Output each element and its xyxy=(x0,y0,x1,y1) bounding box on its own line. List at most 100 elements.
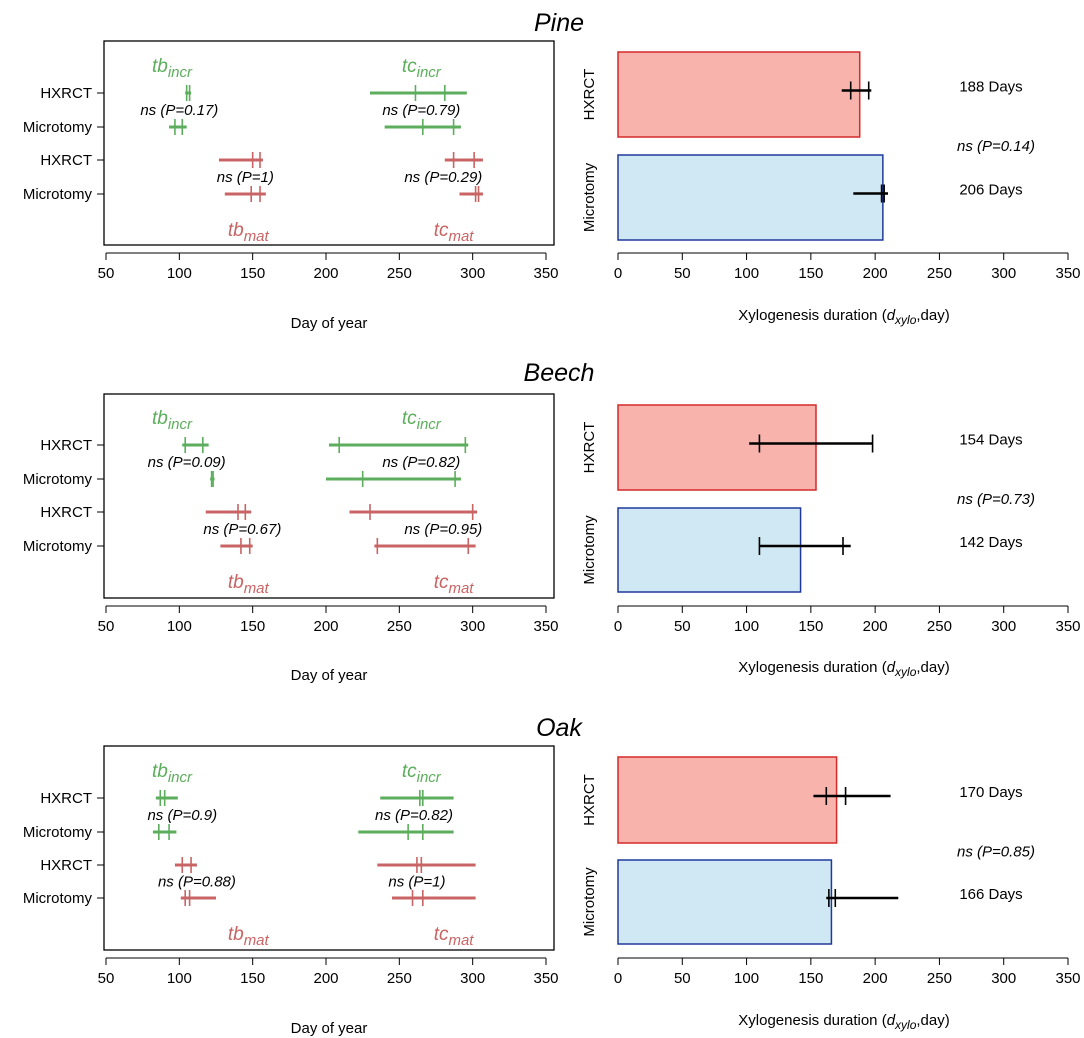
x-tick-label: 200 xyxy=(313,265,338,282)
bar-category-label: Microtomy xyxy=(581,162,598,232)
p-value-annotation: ns (P=0.95) xyxy=(404,521,482,538)
x-axis-title: Day of year xyxy=(291,1020,368,1037)
bar-hxrct xyxy=(617,756,838,844)
p-value-annotation: ns (P=0.09) xyxy=(148,454,226,471)
row-label: HXRCT xyxy=(40,85,92,102)
tc-incr-label: tcincr xyxy=(402,56,442,81)
x-tick-label: 350 xyxy=(533,265,558,282)
bar-value-label: 188 Days xyxy=(959,79,1022,96)
x-tick-label: 300 xyxy=(460,265,485,282)
panel-title: Beech xyxy=(524,359,595,387)
x-tick-label: 150 xyxy=(240,265,265,282)
x-tick-label: 350 xyxy=(533,618,558,635)
tc-mat-label: tcmat xyxy=(434,572,475,597)
x-tick-label: 150 xyxy=(798,970,823,987)
x-axis-title: Day of year xyxy=(291,667,368,684)
x-tick-label: 0 xyxy=(614,618,622,635)
x-tick-label: 100 xyxy=(734,618,759,635)
x-tick-label: 150 xyxy=(240,970,265,987)
p-value-annotation: ns (P=0.14) xyxy=(957,138,1035,155)
row-label: HXRCT xyxy=(40,790,92,807)
plot-frame xyxy=(103,40,555,246)
x-tick-label: 100 xyxy=(734,265,759,282)
tc-incr-label: tcincr xyxy=(402,408,442,433)
x-axis-title: Xylogenesis duration (dxylo,day) xyxy=(738,1012,949,1032)
bar-category-label: HXRCT xyxy=(581,774,598,826)
x-tick-label: 100 xyxy=(734,970,759,987)
x-tick-label: 150 xyxy=(798,265,823,282)
p-value-annotation: ns (P=0.82) xyxy=(382,454,460,471)
x-axis-title: Xylogenesis duration (dxylo,day) xyxy=(738,659,949,679)
row-label: Microtomy xyxy=(23,471,93,488)
p-value-annotation: ns (P=0.29) xyxy=(404,169,482,186)
bar-category-label: Microtomy xyxy=(581,867,598,937)
p-value-annotation: ns (P=0.67) xyxy=(203,521,281,538)
x-tick-label: 350 xyxy=(1055,618,1080,635)
x-axis-title: Xylogenesis duration (dxylo,day) xyxy=(738,307,949,327)
x-tick-label: 100 xyxy=(167,265,192,282)
x-tick-label: 50 xyxy=(674,618,691,635)
tb-incr-label: tbincr xyxy=(152,408,193,433)
bar-microtomy xyxy=(617,154,884,241)
tb-mat-label: tbmat xyxy=(228,220,270,245)
p-value-annotation: ns (P=1) xyxy=(388,874,445,891)
x-tick-label: 200 xyxy=(863,618,888,635)
bar-value-label: 142 Days xyxy=(959,534,1022,551)
bar-microtomy xyxy=(617,859,833,945)
p-value-annotation: ns (P=0.85) xyxy=(957,844,1035,861)
x-tick-label: 50 xyxy=(98,265,115,282)
bar-category-label: HXRCT xyxy=(581,422,598,474)
bar-hxrct xyxy=(617,404,817,491)
p-value-annotation: ns (P=1) xyxy=(217,169,274,186)
x-tick-label: 0 xyxy=(614,265,622,282)
plot-frame xyxy=(103,745,555,951)
x-tick-label: 300 xyxy=(991,618,1016,635)
bar-value-label: 154 Days xyxy=(959,432,1022,449)
row-label: HXRCT xyxy=(40,504,92,521)
x-tick-label: 200 xyxy=(313,970,338,987)
row-label: HXRCT xyxy=(40,152,92,169)
p-value-annotation: ns (P=0.82) xyxy=(375,807,453,824)
x-tick-label: 250 xyxy=(927,265,952,282)
panel-title: Pine xyxy=(534,9,584,37)
panel-pine: Pine HXRCT Microtomy HXRCT Microtomy 50 100 150… xyxy=(23,9,1081,332)
x-tick-label: 250 xyxy=(387,970,412,987)
row-label: Microtomy xyxy=(23,119,93,136)
x-tick-label: 100 xyxy=(167,970,192,987)
x-tick-label: 50 xyxy=(674,970,691,987)
p-value-annotation: ns (P=0.73) xyxy=(957,491,1035,508)
x-tick-label: 300 xyxy=(991,265,1016,282)
panel-oak: Oak HXRCT Microtomy HXRCT Microtomy 50 100 150 2… xyxy=(23,714,1081,1037)
x-tick-label: 250 xyxy=(387,265,412,282)
row-label: Microtomy xyxy=(23,824,93,841)
bar-hxrct xyxy=(617,51,861,138)
tb-mat-label: tbmat xyxy=(228,572,270,597)
x-tick-label: 350 xyxy=(1055,970,1080,987)
tb-incr-label: tbincr xyxy=(152,761,193,786)
tb-mat-label: tbmat xyxy=(228,924,270,949)
row-label: Microtomy xyxy=(23,890,93,907)
p-value-annotation: ns (P=0.9) xyxy=(147,807,217,824)
row-label: Microtomy xyxy=(23,538,93,555)
bar-microtomy xyxy=(617,507,802,593)
x-tick-label: 200 xyxy=(863,265,888,282)
bar-category-label: HXRCT xyxy=(581,69,598,121)
tc-incr-label: tcincr xyxy=(402,761,442,786)
x-tick-label: 300 xyxy=(460,970,485,987)
x-tick-label: 50 xyxy=(98,618,115,635)
bar-value-label: 206 Days xyxy=(959,182,1022,199)
x-tick-label: 350 xyxy=(1055,265,1080,282)
x-tick-label: 50 xyxy=(98,970,115,987)
row-label: HXRCT xyxy=(40,857,92,874)
x-tick-label: 250 xyxy=(387,618,412,635)
x-tick-label: 300 xyxy=(991,970,1016,987)
tc-mat-label: tcmat xyxy=(434,924,475,949)
panel-beech: Beech HXRCT Microtomy HXRCT Microtomy 50 100 15… xyxy=(23,359,1081,684)
x-axis-title: Day of year xyxy=(291,315,368,332)
bar-value-label: 170 Days xyxy=(959,784,1022,801)
x-tick-label: 50 xyxy=(674,265,691,282)
panel-title: Oak xyxy=(536,714,583,742)
row-label: Microtomy xyxy=(23,186,93,203)
tc-mat-label: tcmat xyxy=(434,220,475,245)
